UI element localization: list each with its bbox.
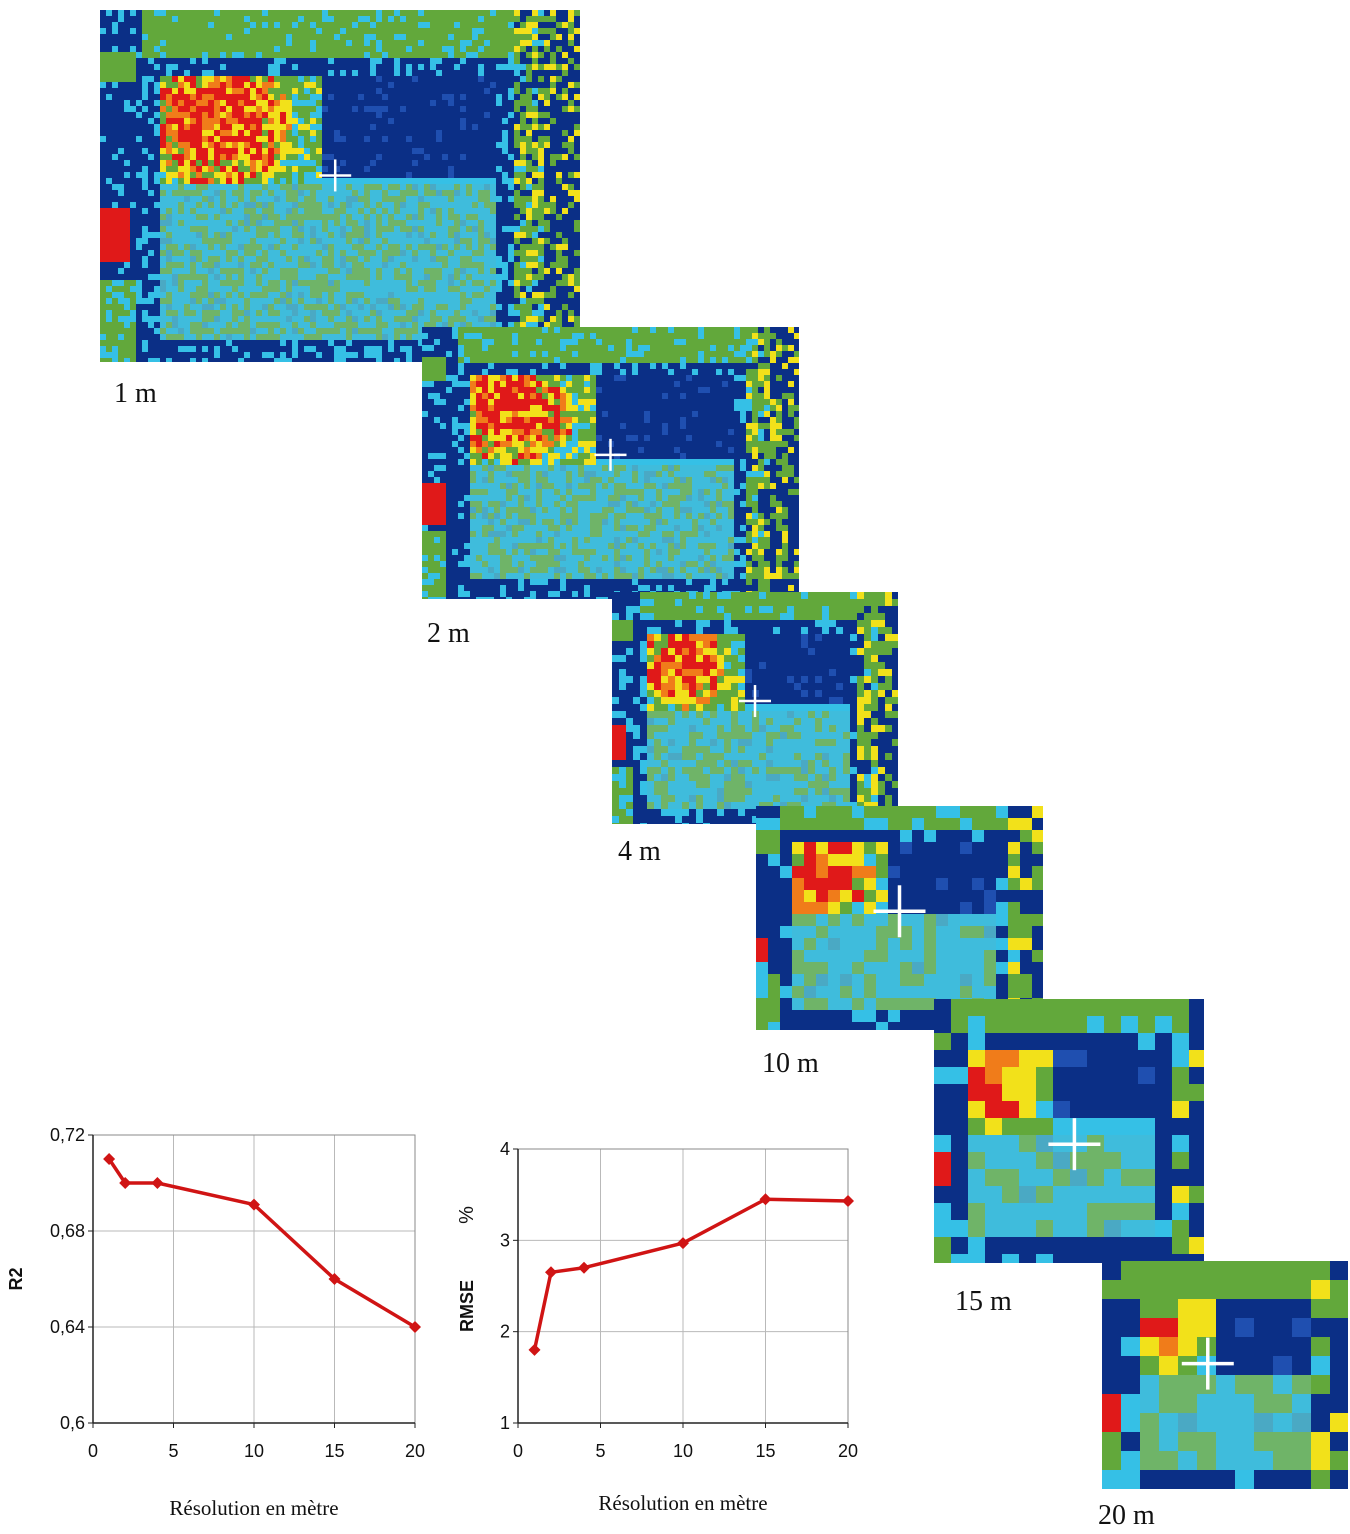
data-point [842,1195,854,1208]
series-line [107,1158,416,1329]
data-point [578,1261,590,1274]
crosshair-icon [1048,1118,1101,1171]
x-tick-label: 10 [673,1441,693,1461]
data-point [103,1153,116,1165]
data-point [328,1273,341,1285]
ndvi-map-raster [756,806,1043,1030]
ndvi-map-raster [422,327,799,599]
x-axis-label: Résolution en mètre [598,1491,767,1515]
data-point [528,1343,541,1356]
x-tick-label: 10 [244,1441,264,1461]
x-tick-label: 20 [405,1441,425,1461]
map-2m [422,327,799,599]
ndvi-map-raster [934,999,1204,1263]
data-point [151,1177,164,1189]
y-tick-label: 0,68 [50,1221,85,1241]
y-tick-label: 0,64 [50,1317,85,1337]
data-point [409,1321,421,1333]
map-4m [612,592,898,824]
data-point [677,1237,689,1250]
y-axis-unit: % [456,1206,478,1224]
x-tick-label: 5 [595,1441,605,1461]
x-tick-label: 15 [755,1441,775,1461]
map-label-2m: 2 m [427,618,470,649]
y-tick-label: 0,72 [50,1125,85,1145]
data-point [759,1193,772,1206]
rmse-chart-svg: 1 2 3 4 0 5 10 15 20 RMSE% Résolution en mètre [456,1139,858,1515]
x-tick-label: 0 [88,1441,98,1461]
crosshair-icon [873,885,926,938]
r2-chart: 0,6 0,64 0,68 0,72 0 5 10 15 20 R2 Résolution en m… [0,1110,460,1534]
map-label-20m: 20 m [1098,1500,1155,1531]
data-point [545,1266,557,1279]
crosshair-icon [594,438,627,471]
y-tick-label: 1 [500,1413,510,1433]
data-point [248,1198,260,1211]
y-tick-label: 4 [500,1139,510,1159]
series-line [532,1197,849,1351]
map-10m [756,806,1043,1030]
r2-chart-svg: 0,6 0,64 0,68 0,72 0 5 10 15 20 R2 Résolution en m… [6,1125,425,1520]
map-label-1m: 1 m [114,378,157,409]
x-tick-label: 20 [838,1441,858,1461]
crosshair-icon [319,159,352,192]
map-15m [934,999,1204,1263]
x-tick-label: 0 [513,1441,523,1461]
map-label-4m: 4 m [618,836,661,867]
rmse-chart: 1 2 3 4 0 5 10 15 20 RMSE% Résolution en mètre [455,1120,875,1534]
map-1m [100,10,580,362]
map-label-10m: 10 m [762,1048,819,1079]
y-axis-label: R2 [6,1267,26,1290]
y-axis-label: RMSE [457,1280,477,1332]
y-tick-label: 2 [500,1322,510,1342]
map-20m [1102,1261,1348,1489]
y-tick-label: 0,6 [60,1413,85,1433]
ndvi-map-raster [100,10,580,362]
map-label-15m: 15 m [955,1286,1012,1317]
x-axis-label: Résolution en mètre [169,1496,338,1520]
y-tick-label: 3 [500,1230,510,1250]
ndvi-map-raster [1102,1261,1348,1489]
crosshair-icon [739,685,771,718]
x-tick-label: 15 [324,1441,344,1461]
data-point [119,1177,132,1189]
crosshair-icon [1181,1337,1234,1390]
ndvi-map-raster [612,592,898,824]
x-tick-label: 5 [168,1441,178,1461]
